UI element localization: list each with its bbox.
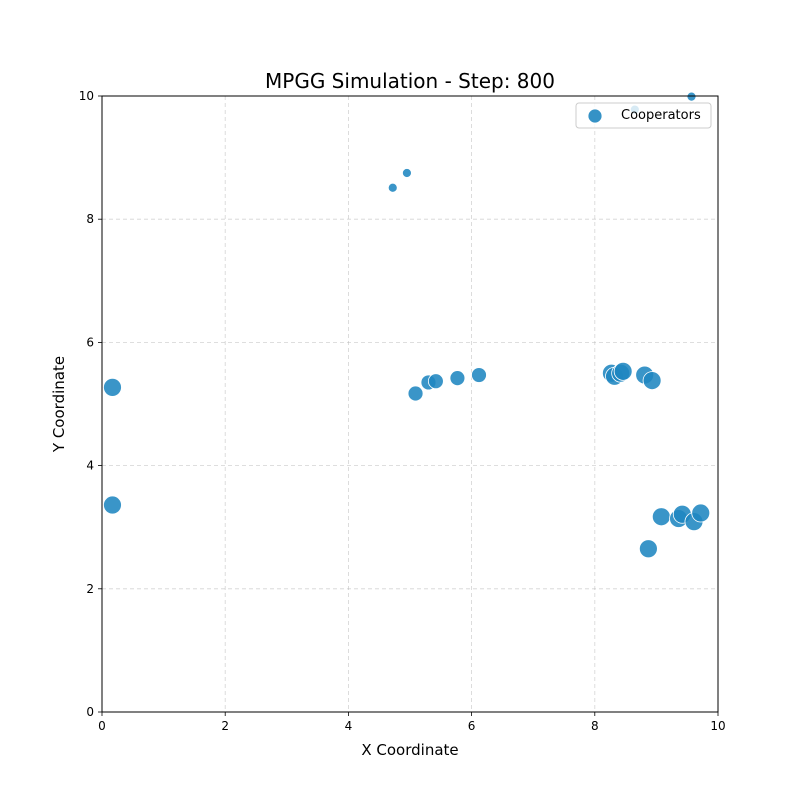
cooperator-point xyxy=(103,495,122,515)
y-axis-label: Y Coordinate xyxy=(50,356,68,453)
y-tick-label: 4 xyxy=(86,459,94,473)
y-tick-label: 10 xyxy=(79,89,94,103)
legend: Cooperators xyxy=(575,102,712,129)
cooperator-point xyxy=(407,385,424,402)
y-tick-label: 6 xyxy=(86,335,94,349)
data-points xyxy=(103,91,711,559)
cooperator-point xyxy=(691,503,711,523)
cooperator-point xyxy=(427,373,444,390)
y-tick-label: 2 xyxy=(86,582,94,596)
legend-marker-cooperators xyxy=(587,108,603,124)
cooperator-point xyxy=(642,371,662,390)
plot-frame xyxy=(101,95,719,713)
chart-title: MPGG Simulation - Step: 800 xyxy=(265,69,555,93)
cooperator-point xyxy=(449,370,466,387)
x-tick-label: 6 xyxy=(468,719,476,733)
legend-label-cooperators: Cooperators xyxy=(621,108,701,123)
x-tick-label: 8 xyxy=(591,719,599,733)
legend-box xyxy=(575,102,712,129)
grid-lines xyxy=(101,95,719,713)
cooperator-point xyxy=(471,367,487,383)
cooperator-point xyxy=(103,377,122,397)
x-tick-label: 2 xyxy=(221,719,229,733)
cooperator-point xyxy=(686,91,697,102)
cooperator-point xyxy=(613,361,633,381)
x-axis-label: X Coordinate xyxy=(361,741,458,759)
cooperator-point xyxy=(402,168,412,178)
cooperator-point xyxy=(387,182,398,193)
y-tick-label: 8 xyxy=(86,212,94,226)
x-tick-label: 10 xyxy=(710,719,725,733)
y-tick-label: 0 xyxy=(86,705,94,719)
axis-ticks: 0 2 4 6 8 10 0 2 4 6 8 10 xyxy=(79,89,726,733)
cooperator-point xyxy=(651,507,671,527)
x-tick-label: 4 xyxy=(345,719,353,733)
x-tick-label: 0 xyxy=(98,719,106,733)
cooperator-point xyxy=(638,539,658,559)
